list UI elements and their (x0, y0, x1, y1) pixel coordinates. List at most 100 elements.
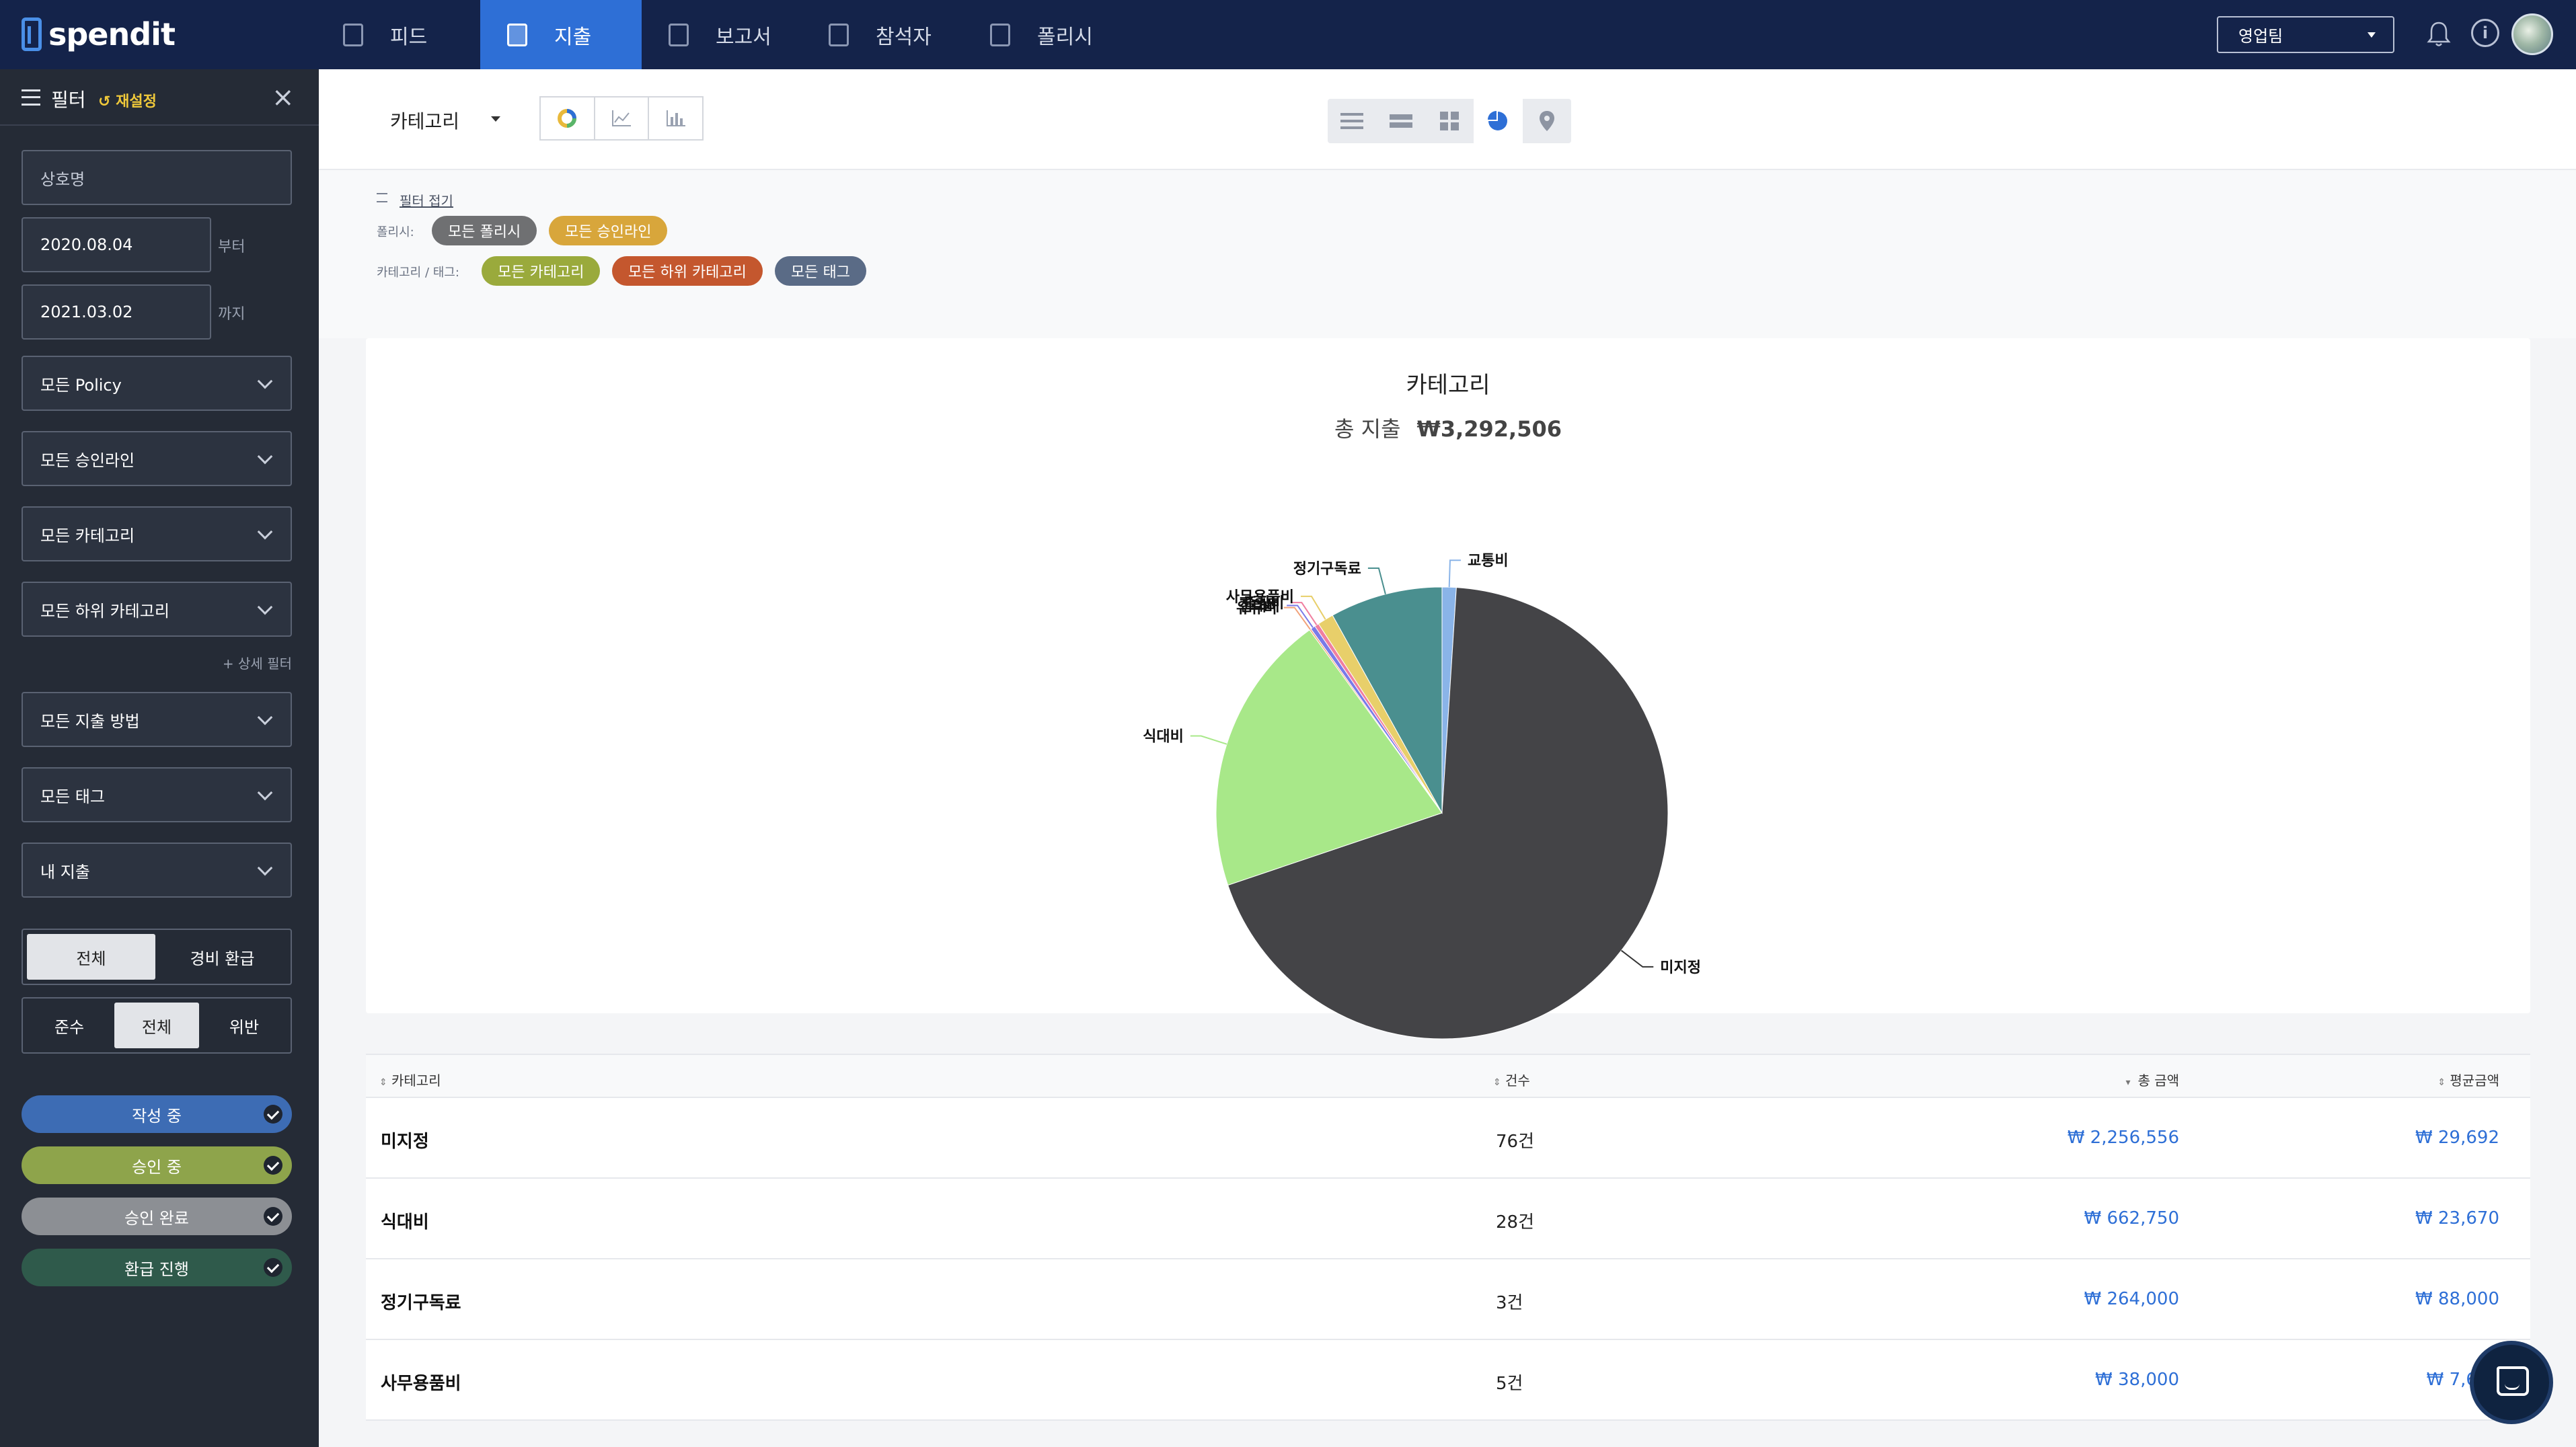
chart-title: 카테고리 (1406, 372, 1490, 399)
filter-chip[interactable]: 모든 폴리시 (432, 216, 537, 245)
select-value: 모든 태그 (40, 787, 105, 806)
select-value: 모든 카테고리 (40, 526, 135, 545)
line-chart-button[interactable] (595, 97, 650, 139)
row-count: 3건 (1496, 1293, 1523, 1313)
status-label: 작성 중 (132, 1106, 182, 1126)
category-table: ⇕ 카테고리 ⇕ 건수 ▾ 총 금액 ⇕ 평균금액 미지정 76건 ₩ 2,256,55… (366, 1054, 2530, 1421)
pie-leader-line-3 (1283, 607, 1311, 630)
category-select[interactable]: 모든 카테고리 (22, 506, 292, 561)
reimbursement-toggle: 전체 경비 환급 (22, 929, 292, 985)
header-label: 평균금액 (2450, 1072, 2499, 1089)
pie-label-3: 유류비 (1236, 600, 1277, 617)
pie-leader-line-7 (1367, 567, 1386, 594)
sort-count-header[interactable]: ⇕ 건수 (1493, 1070, 1530, 1089)
map-pin-icon (1539, 111, 1554, 131)
row-avg: ₩ 88,000 (2415, 1289, 2499, 1309)
owner-select[interactable]: 내 지출 (22, 843, 292, 898)
row-avg: ₩ 23,670 (2415, 1208, 2499, 1228)
seg-option-all[interactable]: 전체 (27, 934, 155, 980)
pie-label-6: 사무용품비 (1226, 589, 1294, 606)
chat-support-button[interactable] (2470, 1341, 2553, 1424)
row-category: 사무용품비 (381, 1374, 461, 1394)
approval-line-select[interactable]: 모든 승인라인 (22, 431, 292, 486)
caret-down-icon[interactable] (491, 116, 500, 122)
reset-label: 재설정 (116, 93, 157, 110)
reset-button[interactable]: ↺ 재설정 (98, 93, 157, 110)
chart-view-button[interactable] (1474, 99, 1523, 143)
compact-view-icon (1389, 114, 1412, 128)
policy-select[interactable]: 모든 Policy (22, 356, 292, 411)
row-total: ₩ 2,256,556 (2067, 1128, 2179, 1148)
seg-option-reimburse[interactable]: 경비 환급 (190, 949, 255, 968)
row-category: 식대비 (381, 1212, 429, 1233)
grid-view-button[interactable] (1425, 99, 1474, 143)
nav-item-expenses[interactable]: 지출 (480, 0, 642, 69)
category-filter-label: 카테고리 / 태그: (377, 266, 459, 280)
sort-category-header[interactable]: ⇕ 카테고리 (379, 1070, 441, 1089)
group-by-select[interactable]: 카테고리 (390, 110, 460, 132)
tag-select[interactable]: 모든 태그 (22, 767, 292, 822)
filter-chip[interactable]: 모든 승인라인 (549, 216, 668, 245)
subcategory-select[interactable]: 모든 하위 카테고리 (22, 582, 292, 637)
date-to-input[interactable]: 2021.03.02 (22, 284, 211, 340)
bar-chart-button[interactable] (649, 97, 702, 139)
date-from-input[interactable]: 2020.08.04 (22, 217, 211, 272)
advanced-filter-link[interactable]: + 상세 필터 (222, 656, 292, 672)
seg-option-violation[interactable]: 위반 (229, 1017, 260, 1037)
table-header: ⇕ 카테고리 ⇕ 건수 ▾ 총 금액 ⇕ 평균금액 (366, 1054, 2530, 1098)
status-filter-reimbursing[interactable]: 환급 진행 (22, 1249, 292, 1286)
select-value: 모든 Policy (40, 375, 122, 395)
sort-icon: ⇕ (2437, 1077, 2446, 1088)
status-filter-draft[interactable]: 작성 중 (22, 1095, 292, 1133)
pie-slice-2[interactable] (1215, 629, 1443, 886)
nav-item-reports[interactable]: 보고서 (669, 0, 817, 69)
spendit-logo[interactable]: spendit (22, 15, 176, 54)
fold-filters-link[interactable]: 필터 접기 (400, 193, 453, 209)
filter-sidebar: 필터 ↺ 재설정 × 상호명 2020.08.04 부터 2021.03.02 … (0, 69, 319, 1447)
map-view-button[interactable] (1523, 99, 1571, 143)
filter-chip[interactable]: 모든 카테고리 (482, 256, 601, 286)
table-row[interactable]: 정기구독료 3건 ₩ 264,000 ₩ 88,000 (366, 1259, 2530, 1340)
close-icon[interactable]: × (272, 82, 295, 113)
header-label: 건수 (1505, 1072, 1530, 1089)
nav-item-policy[interactable]: 폴리시 (990, 0, 1138, 69)
filter-header: 필터 ↺ 재설정 × (0, 69, 319, 126)
table-row[interactable]: 식대비 28건 ₩ 662,750 ₩ 23,670 (366, 1179, 2530, 1259)
compliance-toggle: 준수 전체 위반 (22, 997, 292, 1054)
select-value: 내 지출 (40, 862, 90, 882)
info-icon[interactable]: i (2471, 19, 2499, 47)
status-filter-pending[interactable]: 승인 중 (22, 1146, 292, 1184)
bell-icon[interactable] (2427, 20, 2451, 48)
seg-option-all[interactable]: 전체 (114, 1003, 199, 1048)
top-navigation: spendit 피드 지출 보고서 참석자 폴리시 영업팀 i (0, 0, 2576, 69)
team-select[interactable]: 영업팀 (2217, 16, 2394, 53)
list-view-button[interactable] (1328, 99, 1376, 143)
row-category: 미지정 (381, 1132, 429, 1152)
filter-chip[interactable]: 모든 태그 (775, 256, 866, 286)
pie-slice-1[interactable] (1227, 587, 1669, 1040)
policy-filter-label: 폴리시: (377, 225, 414, 239)
status-label: 승인 중 (132, 1157, 182, 1177)
donut-chart-button[interactable] (541, 97, 595, 139)
payment-method-select[interactable]: 모든 지출 방법 (22, 692, 292, 747)
seg-option-compliant[interactable]: 준수 (54, 1017, 85, 1037)
avatar[interactable] (2511, 13, 2553, 55)
nav-item-feed[interactable]: 피드 (343, 0, 478, 69)
select-value: 모든 하위 카테고리 (40, 601, 169, 621)
filter-chip[interactable]: 모든 하위 카테고리 (612, 256, 763, 286)
table-row[interactable]: 미지정 76건 ₩ 2,256,556 ₩ 29,692 (366, 1098, 2530, 1179)
pie-label-7: 정기구독료 (1293, 561, 1361, 578)
sort-total-header[interactable]: ▾ 총 금액 (2125, 1070, 2179, 1089)
status-filter-approved[interactable]: 승인 완료 (22, 1198, 292, 1235)
merchant-input[interactable]: 상호명 (22, 150, 292, 205)
table-row[interactable]: 사무용품비 5건 ₩ 38,000 ₩ 7,600 (366, 1340, 2530, 1421)
nav-item-attendees[interactable]: 참석자 (829, 0, 977, 69)
pie-slice-7[interactable] (1332, 586, 1443, 814)
sort-icon: ⇕ (379, 1077, 387, 1088)
compact-view-button[interactable] (1376, 99, 1425, 143)
sort-avg-header[interactable]: ⇕ 평균금액 (2437, 1070, 2499, 1089)
filter-sliders-icon (377, 193, 387, 202)
row-category: 정기구독료 (381, 1293, 461, 1313)
line-chart-icon (612, 110, 631, 126)
